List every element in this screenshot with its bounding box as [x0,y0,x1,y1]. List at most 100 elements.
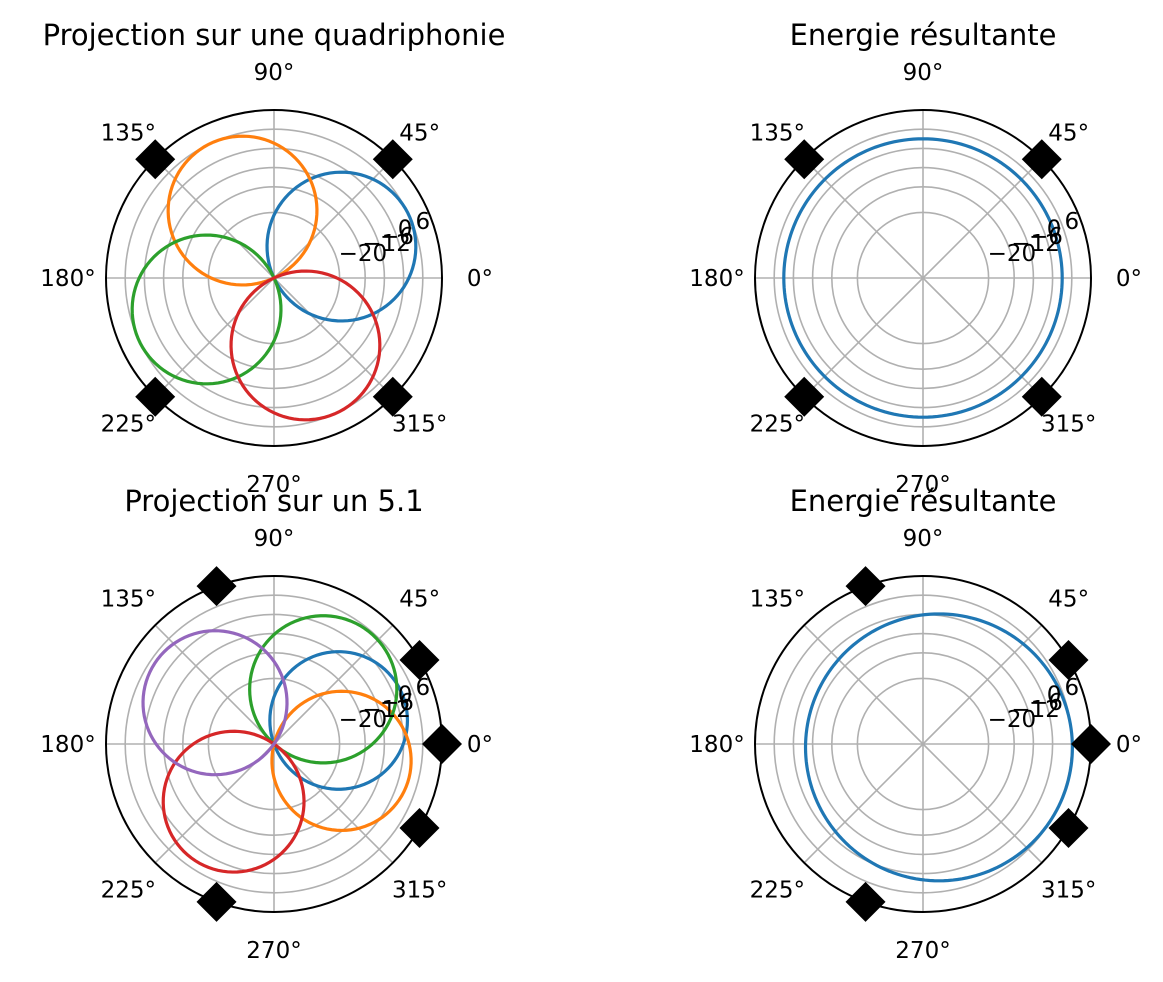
angular-gridline [922,277,1043,398]
series-curve [268,650,410,791]
angular-gridline [803,624,924,745]
angular-gridline [922,624,1043,745]
polar-plot-quad-projection: Projection sur une quadriphonie 0° 45° 90°… [40,18,505,498]
polar-tick-labels: 0° 45° 90° 135° 180° 225° 270° 315° −20−12−60 6 [689,526,1142,964]
polar-plot-quad-energy: Energie résultante 0° 45° 90° 135° 180° 225° 2… [689,18,1142,498]
series-curve [166,134,319,287]
plot-title: Projection sur un 5.1 [124,484,423,518]
angular-gridline [922,743,1043,864]
angle-tick-label: 225° [101,878,156,904]
angular-gridline [154,158,275,279]
radial-tick-label: −20 [339,241,388,267]
angle-tick-label: 180° [689,266,744,292]
angular-gridline [154,277,275,398]
speaker-marker [135,376,176,417]
speaker-marker [845,881,886,922]
angular-gridline [273,277,394,398]
radial-tick-label: −20 [988,241,1037,267]
polar-frame [105,109,443,447]
speaker-marker [399,640,440,680]
speaker-marker [1021,139,1062,180]
angular-gridline [273,624,394,745]
radial-tick-label: 6 [1065,209,1080,235]
speaker-marker [399,808,440,848]
radial-tick-label: −6 [380,224,414,250]
angle-tick-label: 90° [254,60,295,86]
angle-tick-label: 315° [1041,878,1096,904]
speaker-marker [196,566,237,607]
angle-tick-label: 225° [750,878,805,904]
radial-tick-label: −12 [362,697,411,723]
speaker-marker [784,376,825,417]
radial-tick-label: −12 [362,231,411,257]
angle-tick-label: 315° [392,412,447,438]
series-curve [782,137,1064,419]
radial-tick-label: 6 [416,209,431,235]
angle-tick-label: 270° [895,938,950,964]
polar-curves [141,614,413,874]
angle-tick-label: 180° [689,732,744,758]
plot-title: Projection sur une quadriphonie [43,18,506,52]
angle-tick-label: 90° [254,526,295,552]
radial-tick-label: −6 [1029,690,1063,716]
polar-tick-labels: 0° 45° 90° 135° 180° 225° 270° 315° −20−12−60 6 [689,60,1142,498]
angle-tick-label: 0° [467,732,493,758]
speaker-marker [1021,376,1062,417]
angle-tick-label: 0° [1116,732,1142,758]
angle-tick-label: 180° [40,266,95,292]
speaker-marker [1048,808,1089,848]
radial-tick-label: 0 [1047,682,1062,708]
radial-tick-label: 0 [398,682,413,708]
polar-frame [754,109,1092,447]
radial-tick-label: 0 [1047,216,1062,242]
radial-tick-label: −12 [1011,231,1060,257]
speaker-markers [135,139,413,417]
angle-tick-label: 90° [903,526,944,552]
angle-tick-label: 90° [903,60,944,86]
series-curve [141,629,289,777]
polar-plot-51-energy: Energie résultante 0° 45° 90° 135° 180° 225° 2… [689,484,1142,964]
plot-title: Energie résultante [790,18,1057,52]
angle-tick-label: 45° [399,120,440,146]
angular-gridline [154,624,275,745]
polar-tick-labels: 0° 45° 90° 135° 180° 225° 270° 315° −20−12−60 6 [40,60,493,498]
speaker-marker [845,566,886,607]
speaker-marker [372,376,413,417]
series-curve [130,233,283,386]
series-curve [229,269,382,422]
radial-tick-label: −20 [988,707,1037,733]
radial-tick-label: 6 [1065,675,1080,701]
radial-tick-label: 0 [398,216,413,242]
angle-tick-label: 135° [750,120,805,146]
series-curve [161,729,306,874]
polar-curves [803,612,1074,883]
series-curve [803,612,1074,883]
angle-tick-label: 0° [467,266,493,292]
speaker-markers [784,139,1062,417]
angle-tick-label: 45° [399,586,440,612]
angle-tick-label: 315° [1041,412,1096,438]
angle-tick-label: 270° [246,472,301,498]
angle-tick-label: 0° [1116,266,1142,292]
angle-tick-label: 45° [1048,120,1089,146]
polar-tick-labels: 0° 45° 90° 135° 180° 225° 270° 315° −20−12−60 6 [40,526,493,964]
series-curve [270,689,413,833]
speaker-marker [1071,724,1111,764]
series-curve [265,170,418,323]
angular-gridline [803,158,924,279]
radial-tick-label: −6 [380,690,414,716]
angular-gridline [803,277,924,398]
plot-title: Energie résultante [790,484,1057,518]
angle-tick-label: 180° [40,732,95,758]
polar-curves [130,134,418,422]
angle-tick-label: 225° [750,412,805,438]
radial-tick-label: −6 [1029,224,1063,250]
angle-tick-label: 315° [392,878,447,904]
speaker-markers [845,566,1111,922]
angle-tick-label: 135° [101,120,156,146]
angle-tick-label: 225° [101,412,156,438]
speaker-marker [196,881,237,922]
polar-curves [782,137,1064,419]
radial-tick-label: −12 [1011,697,1060,723]
